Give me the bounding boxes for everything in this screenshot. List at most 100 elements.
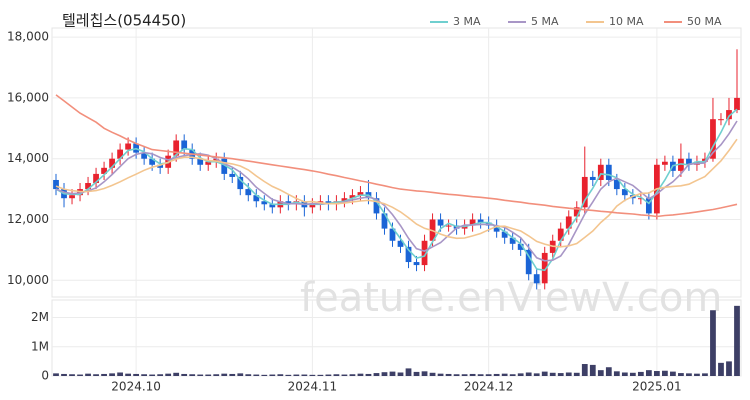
candle-body (445, 225, 452, 227)
ma-line (55, 120, 738, 262)
candle-body (69, 195, 75, 199)
volume-bar (149, 374, 156, 376)
volume-bar (101, 373, 107, 376)
volume-bar (613, 371, 620, 376)
volume-bar (525, 372, 532, 376)
legend-label: 10 MA (609, 15, 644, 28)
candle-body (381, 213, 388, 229)
volume-bar (317, 374, 324, 376)
volume-bar (662, 370, 668, 376)
ma-line (55, 94, 738, 218)
y-tick-label: 12,000 (7, 212, 49, 226)
volume-bar (117, 372, 123, 376)
volume-bar (485, 374, 492, 376)
candle-body (197, 158, 204, 165)
candle-body (493, 225, 500, 232)
volume-bar (557, 373, 564, 376)
candle-body (734, 97, 740, 111)
x-tick-label: 2025.01 (632, 380, 682, 394)
volume-bar (645, 370, 652, 376)
volume-bar (309, 374, 316, 376)
candle-body (573, 207, 580, 217)
volume-bar (381, 372, 388, 376)
volume-bar (277, 374, 284, 376)
volume-bar (293, 374, 300, 376)
candle-body (413, 262, 420, 266)
legend-label: 3 MA (453, 15, 481, 28)
candle-body (509, 237, 516, 244)
volume-bar (493, 373, 500, 376)
volume-bar (477, 374, 484, 376)
volume-bar (573, 372, 580, 376)
volume-bar (69, 374, 75, 376)
volume-bar (469, 373, 476, 376)
volume-bar (109, 373, 115, 376)
volume-bar (333, 374, 340, 376)
candle-body (718, 119, 724, 121)
candle-body (389, 228, 396, 241)
volume-bar (533, 373, 540, 376)
candle-body (245, 189, 252, 196)
y-tick-label: 10,000 (7, 273, 49, 287)
candle-body (726, 110, 732, 120)
volume-bar (245, 374, 252, 376)
volume-bar (734, 305, 740, 376)
volume-bar (694, 373, 700, 376)
volume-bar (165, 373, 172, 376)
y-tick-label: 18,000 (7, 30, 49, 44)
candle-body (357, 192, 364, 196)
volume-bar (325, 374, 332, 376)
volume-bar (718, 362, 724, 376)
candle-body (341, 198, 348, 202)
candle-body (405, 246, 412, 263)
volume-bar (237, 373, 244, 376)
volume-bar (341, 374, 348, 376)
volume-bar (581, 364, 588, 376)
candle-body (589, 176, 596, 180)
volume-bar (269, 374, 276, 376)
volume-bar (389, 371, 396, 376)
candle-body (229, 173, 236, 177)
volume-bar (157, 374, 164, 376)
candle-body (477, 219, 484, 223)
x-tick-label: 2024.11 (288, 380, 338, 394)
candle-body (501, 231, 508, 238)
candle-body (117, 149, 123, 159)
volume-bar (229, 373, 236, 376)
volume-bar (421, 371, 428, 376)
candle-body (710, 119, 716, 159)
volume-bar (181, 373, 188, 376)
chart-title: 텔레칩스(054450) (62, 12, 186, 30)
volume-bar (197, 374, 204, 376)
candle-body (173, 140, 180, 156)
candle-body (269, 204, 276, 208)
candle-body (597, 164, 604, 180)
candle-body (213, 158, 220, 162)
volume-bar (373, 373, 380, 376)
volume-bar (133, 373, 140, 376)
candle-body (157, 164, 164, 168)
candle-body (309, 204, 316, 208)
volume-bar (429, 372, 436, 376)
candle-body (605, 164, 612, 180)
volume-bar (686, 373, 692, 376)
candle-body (662, 161, 668, 165)
volume-bar (501, 373, 508, 376)
candle-body (93, 173, 99, 184)
y-tick-label: 2M (31, 310, 49, 324)
volume-bar (173, 372, 180, 376)
volume-bar (509, 374, 516, 376)
volume-bar (678, 373, 684, 376)
volume-bar (285, 374, 292, 376)
volume-bar (710, 310, 716, 376)
candle-body (525, 249, 532, 275)
volume-bar (221, 373, 228, 376)
volume-bar (93, 374, 99, 376)
candle-body (349, 195, 356, 199)
candle-body (141, 152, 148, 159)
ma-line (55, 108, 738, 272)
candle-body (125, 143, 131, 150)
volume-bar (597, 370, 604, 376)
x-tick-label: 2024.12 (464, 380, 514, 394)
volume-bar (670, 371, 676, 376)
